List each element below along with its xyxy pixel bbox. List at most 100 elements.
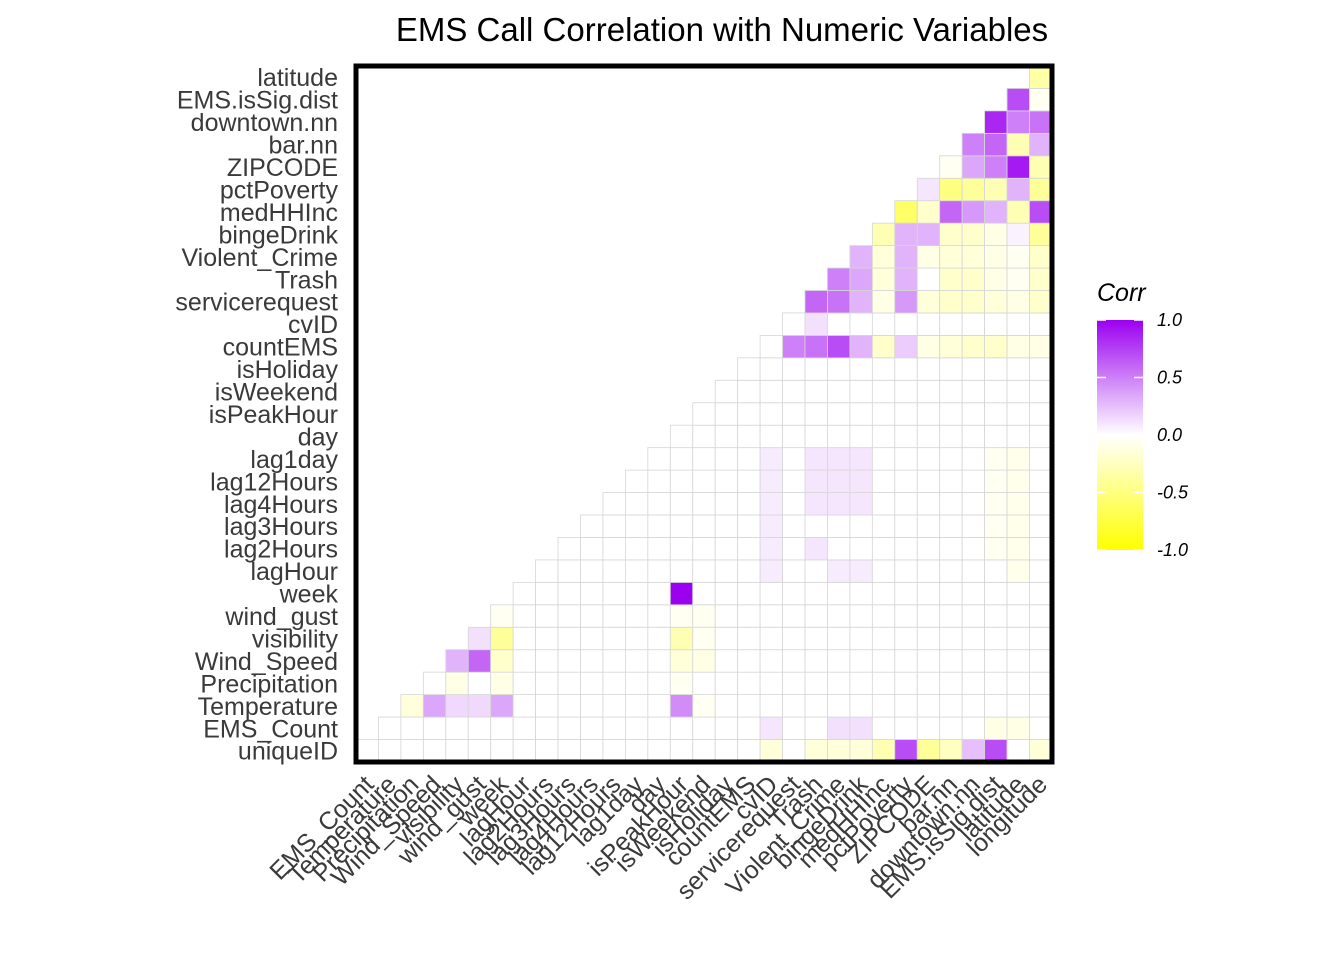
y-tick-label: lag1day bbox=[250, 446, 338, 474]
heatmap-cell bbox=[984, 334, 1008, 359]
heatmap-cell bbox=[669, 604, 694, 628]
x-axis-labels: EMS_CountTemperaturePrecipitationWind_Sp… bbox=[264, 770, 1053, 905]
heatmap-cell bbox=[827, 537, 851, 561]
heatmap-cell bbox=[916, 357, 941, 381]
heatmap-cell bbox=[759, 581, 783, 606]
heatmap-cell bbox=[939, 290, 963, 314]
heatmap-cell bbox=[916, 581, 941, 606]
heatmap-cell bbox=[916, 739, 941, 763]
heatmap-cell bbox=[782, 716, 806, 740]
heatmap-cell bbox=[939, 379, 963, 404]
heatmap-cell bbox=[804, 537, 828, 561]
heatmap-cell bbox=[692, 626, 716, 651]
heatmap-cell bbox=[1006, 155, 1030, 179]
heatmap-cell bbox=[939, 402, 963, 426]
heatmap-cell bbox=[1006, 357, 1030, 381]
heatmap-cell bbox=[557, 716, 581, 740]
heatmap-cell bbox=[804, 559, 828, 583]
heatmap-cell bbox=[939, 537, 963, 561]
heatmap-cell bbox=[849, 334, 873, 359]
heatmap-cell bbox=[1006, 290, 1030, 314]
heatmap-cell bbox=[984, 132, 1008, 157]
heatmap-cell bbox=[512, 671, 537, 696]
heatmap-cell bbox=[827, 492, 851, 516]
heatmap-cell bbox=[871, 649, 896, 673]
heatmap-cell bbox=[916, 447, 941, 471]
heatmap-cell bbox=[580, 694, 604, 718]
heatmap-cell bbox=[804, 357, 828, 381]
heatmap-cell bbox=[961, 626, 986, 651]
heatmap-cell bbox=[782, 402, 806, 426]
heatmap-cell bbox=[849, 739, 873, 763]
y-tick-label: lag2Hours bbox=[224, 536, 338, 564]
heatmap-cell bbox=[714, 649, 739, 673]
y-tick-label: wind_gust bbox=[224, 603, 338, 631]
heatmap-cell bbox=[714, 379, 739, 404]
heatmap-cell bbox=[1006, 379, 1030, 404]
heatmap-cell bbox=[1006, 537, 1030, 561]
y-tick-label: isWeekend bbox=[215, 379, 338, 407]
heatmap-cell bbox=[984, 671, 1008, 696]
heatmap-cell bbox=[625, 514, 649, 538]
heatmap-cell bbox=[557, 626, 581, 651]
heatmap-cell bbox=[1029, 379, 1053, 404]
heatmap-cell bbox=[849, 514, 873, 538]
y-tick-label: isPeakHour bbox=[209, 401, 338, 429]
heatmap-cell bbox=[625, 559, 649, 583]
heatmap-cell bbox=[1029, 88, 1053, 112]
y-tick-label: lag12Hours bbox=[210, 468, 338, 496]
heatmap-cell bbox=[961, 581, 986, 606]
heatmap-cell bbox=[782, 357, 806, 381]
heatmap-cell bbox=[871, 739, 896, 763]
heatmap-cell bbox=[871, 424, 896, 449]
heatmap-cell bbox=[669, 694, 694, 718]
heatmap-cells bbox=[355, 65, 1053, 763]
heatmap-cell bbox=[737, 716, 761, 740]
heatmap-cell bbox=[916, 694, 941, 718]
heatmap-cell bbox=[467, 649, 492, 673]
heatmap-cell bbox=[625, 581, 649, 606]
heatmap-cell bbox=[1006, 424, 1030, 449]
heatmap-cell bbox=[827, 469, 851, 493]
heatmap-cell bbox=[737, 694, 761, 718]
y-axis-labels: uniqueIDEMS_CountTemperaturePrecipitatio… bbox=[175, 64, 338, 766]
heatmap-cell bbox=[894, 245, 918, 269]
heatmap-cell bbox=[916, 671, 941, 696]
heatmap-cell bbox=[625, 649, 649, 673]
heatmap-cell bbox=[871, 626, 896, 651]
heatmap-cell bbox=[782, 312, 806, 336]
heatmap-cell bbox=[737, 469, 761, 493]
heatmap-cell bbox=[490, 671, 514, 696]
heatmap-cell bbox=[647, 649, 671, 673]
heatmap-cell bbox=[714, 716, 739, 740]
heatmap-cell bbox=[849, 402, 873, 426]
heatmap-cell bbox=[1029, 357, 1053, 381]
heatmap-cell bbox=[580, 739, 604, 763]
heatmap-cell bbox=[714, 469, 739, 493]
heatmap-cell bbox=[1006, 447, 1030, 471]
heatmap-cell bbox=[916, 334, 941, 359]
heatmap-cell bbox=[1029, 334, 1053, 359]
heatmap-cell bbox=[916, 604, 941, 628]
heatmap-cell bbox=[1006, 694, 1030, 718]
heatmap-cell bbox=[669, 716, 694, 740]
heatmap-cell bbox=[625, 604, 649, 628]
heatmap-cell bbox=[984, 514, 1008, 538]
heatmap-cell bbox=[894, 357, 918, 381]
heatmap-cell bbox=[961, 604, 986, 628]
heatmap-cell bbox=[580, 649, 604, 673]
heatmap-cell bbox=[916, 424, 941, 449]
heatmap-cell bbox=[871, 581, 896, 606]
heatmap-cell bbox=[737, 559, 761, 583]
heatmap-cell bbox=[827, 694, 851, 718]
heatmap-cell bbox=[939, 671, 963, 696]
heatmap-cell bbox=[737, 581, 761, 606]
heatmap-cell bbox=[894, 559, 918, 583]
heatmap-cell bbox=[1029, 514, 1053, 538]
heatmap-cell bbox=[692, 469, 716, 493]
heatmap-cell bbox=[939, 469, 963, 493]
heatmap-cell bbox=[759, 649, 783, 673]
heatmap-cell bbox=[939, 245, 963, 269]
heatmap-cell bbox=[827, 626, 851, 651]
heatmap-cell bbox=[849, 357, 873, 381]
